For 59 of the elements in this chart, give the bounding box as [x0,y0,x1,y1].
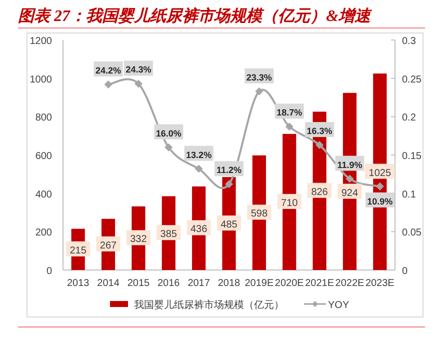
data-label: 10.9% [367,196,393,206]
data-label: 18.7% [276,108,302,118]
point [104,80,112,88]
point [134,80,142,88]
y2-tick-label: 0.25 [402,74,422,86]
x-tick-label: 2017 [188,278,210,289]
data-label: 16.0% [156,128,182,138]
point [255,87,264,96]
y-tick-label: 600 [35,151,52,162]
y-tick-label: 400 [35,189,52,200]
x-tick-label: 2019E [244,278,274,289]
y2-tick-label: 0.2 [402,112,416,124]
data-label: 826 [311,186,328,198]
data-label: 485 [220,220,238,231]
y-tick-label: 1000 [30,74,52,86]
x-tick-label: 2018 [218,278,241,289]
x-tick-label: 2015 [127,278,150,289]
x-tick-label: 2014 [97,278,120,289]
y2-tick-label: 0.3 [402,36,416,47]
legend-label: YOY [328,300,350,311]
x-tick-label: 2023E [365,278,395,289]
data-label: 16.3% [306,126,332,136]
data-label: 24.2% [96,65,122,76]
data-label: 924 [341,188,359,199]
data-label: 710 [281,198,298,209]
x-tick-label: 2022E [335,278,365,289]
y2-tick-label: 0.15 [402,151,422,162]
data-label: 23.3% [246,72,272,82]
data-label: 13.2% [186,150,212,160]
point [376,182,384,190]
y2-tick-label: 0.1 [402,189,416,200]
x-tick-label: 2020E [274,278,304,289]
x-tick-label: 2016 [158,278,180,289]
legend-label: 我国婴儿纸尿裤市场规模（亿元） [134,299,284,311]
data-label: 11.2% [216,165,242,176]
point [316,141,324,150]
x-tick-label: 2013 [66,278,90,289]
data-label: 267 [100,240,118,252]
point [164,143,173,152]
data-label: 332 [130,234,148,246]
y-tick-label: 200 [35,228,52,239]
y-tick-label: 0 [46,266,52,277]
data-label: 1025 [368,168,392,179]
chart-title: 图表 27：我国婴儿纸尿裤市场规模（亿元）&增速 [18,7,372,25]
x-tick-label: 2021E [305,278,334,289]
data-label: 24.3% [126,64,152,75]
point [285,122,294,131]
data-label: 436 [190,224,208,236]
y-tick-label: 800 [35,112,52,124]
y2-tick-label: 0.05 [402,228,422,239]
point [346,174,354,183]
data-label: 385 [160,229,178,240]
y2-tick-label: 0 [402,266,408,277]
y-tick-label: 1200 [30,36,52,47]
point [225,180,233,188]
data-label: 215 [70,245,87,256]
point [194,164,203,173]
data-label: 598 [250,208,268,220]
data-label: 11.9% [337,160,362,170]
